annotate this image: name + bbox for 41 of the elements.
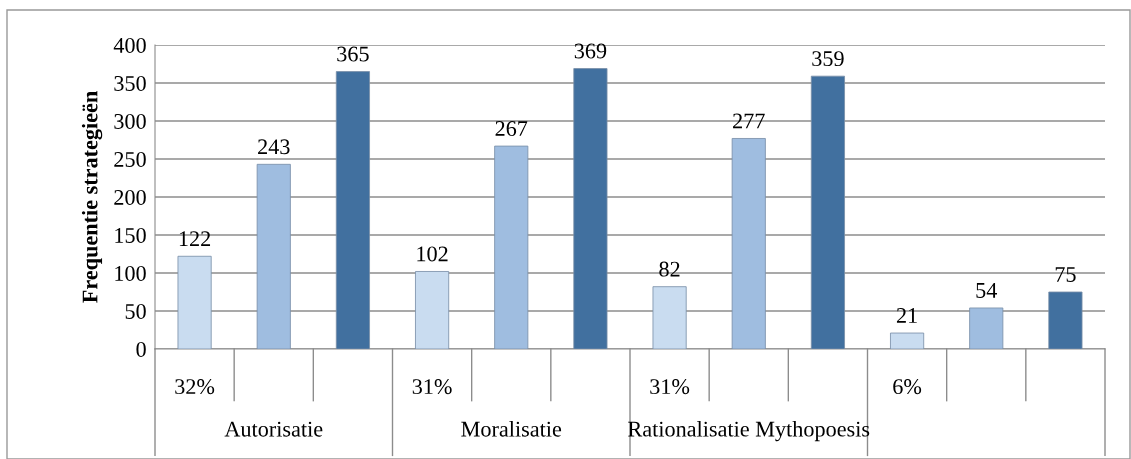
data-label: 54 [976,283,998,298]
bar [1048,291,1083,349]
y-tick-label: 300 [114,113,146,129]
x-tick-label: 31% [650,379,690,395]
bar [177,255,212,349]
text: Autorisatie [224,421,323,437]
bar [415,271,450,349]
data-label: 243 [258,139,290,155]
y-tick-label: 100 [115,265,146,281]
y-tick-label: 50 [125,303,146,319]
text: Moralisatie [461,421,562,437]
data-label: 365 [337,46,369,62]
y-tick-label: 200 [114,189,146,205]
bar [256,163,291,349]
x-tick-label: 6% [893,379,922,395]
text: Rationalisatie Mythopoesis [628,420,870,442]
bar [335,71,370,349]
bar [969,307,1004,349]
y-tick-label: 400 [113,37,146,53]
data-label: 122 [179,231,211,246]
y-axis-title: Frequentie strategieën [81,91,103,303]
bar [810,75,845,349]
bar [652,286,687,349]
data-label: 359 [812,51,844,67]
data-label: 102 [417,246,448,262]
data-label: 75 [1055,267,1076,282]
bar [890,332,925,349]
y-tick-label: 0 [136,341,146,357]
bar [573,68,608,349]
data-label: 21 [896,308,917,323]
y-tick-label: 250 [114,151,146,167]
bar [494,145,529,349]
bar [731,138,766,349]
data-label: 267 [495,121,528,137]
data-label: 82 [659,261,680,277]
data-label: 277 [733,113,765,129]
y-tick-label: 150 [115,227,146,243]
y-tick-label: 350 [114,75,146,91]
data-label: 369 [574,43,607,59]
x-tick-label: 32% [175,379,215,395]
x-tick-label: 31% [412,379,452,395]
